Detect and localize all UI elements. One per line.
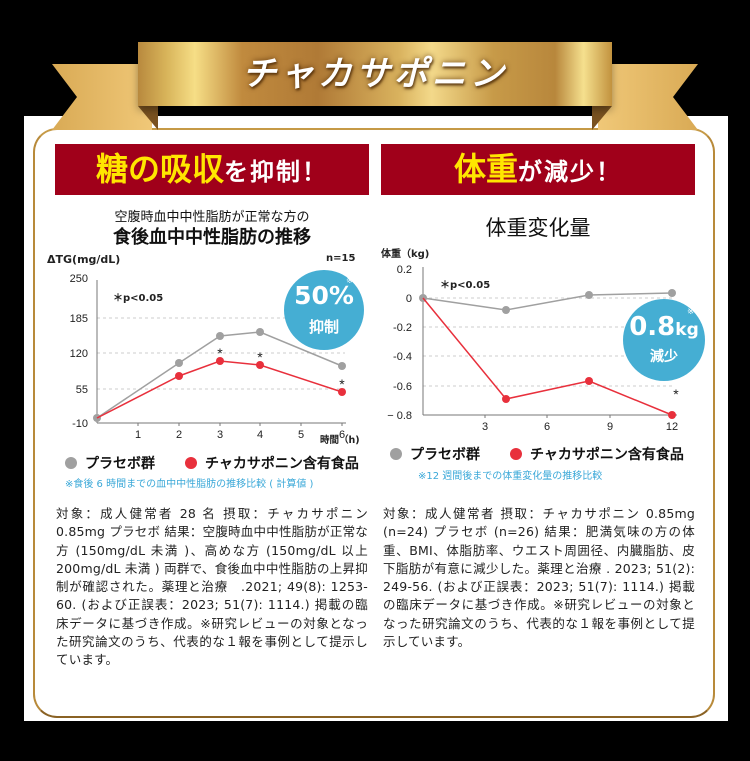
svg-text:6: 6 (339, 429, 345, 441)
badge-unit: kg (675, 320, 699, 340)
active-dot-icon (185, 457, 197, 469)
svg-text:250: 250 (70, 273, 88, 285)
ribbon-band (138, 42, 612, 106)
reduction-badge-kg: 0.8kg ※ 減少 (623, 299, 705, 381)
chart-title: 体重変化量 (485, 216, 591, 240)
badge-note-mark: ※ (346, 276, 354, 286)
svg-text:3: 3 (217, 429, 223, 441)
svg-text:-0.4: -0.4 (393, 351, 412, 363)
badge-value: 50% (294, 281, 354, 310)
weight-loss-banner: 体重が減少！ (381, 144, 695, 195)
svg-text:− 0.8: − 0.8 (387, 410, 412, 422)
weight-chart: 0.2 0 -0.2 -0.4 -0.6 − 0.8 3 6 9 12 * (387, 264, 679, 433)
reduction-badge-50: 50% ※ 抑制 (284, 270, 364, 350)
legend-placebo: プラセボ群 (85, 456, 155, 472)
svg-text:2: 2 (176, 429, 182, 441)
legend-active: チャカサポニン含有食品 (530, 447, 684, 463)
sugar-absorption-banner: 糖の吸収を抑制！ (55, 144, 369, 195)
badge-note-mark: ※ (687, 307, 695, 317)
content-panel (24, 116, 728, 721)
svg-text:*: * (257, 349, 263, 365)
svg-text:5: 5 (298, 429, 304, 441)
placebo-dot-icon (390, 448, 402, 460)
title-ribbon: チャカサポニン (0, 0, 750, 140)
chart-subtitle-small: 空腹時血中中性脂肪が正常な方の (114, 210, 310, 225)
legend-placebo: プラセボ群 (410, 447, 480, 463)
banner-text: を抑制！ (224, 158, 328, 186)
page-title: チャカサポニン (242, 54, 508, 94)
svg-text:1: 1 (135, 429, 141, 441)
svg-text:55: 55 (76, 384, 88, 396)
left-chart-note: ※食後 6 時間までの血中中性脂肪の推移比較 ( 計算値 ) (65, 479, 314, 490)
svg-text:6: 6 (544, 421, 550, 433)
p-value-note: ＊p<0.05 (113, 293, 164, 304)
banner-text: が減少！ (518, 158, 622, 186)
svg-text:185: 185 (70, 313, 88, 325)
svg-text:9: 9 (607, 421, 613, 433)
svg-text:0: 0 (406, 293, 412, 305)
right-legend: プラセボ群 チャカサポニン含有食品 (390, 444, 684, 464)
chart-title: 食後血中中性脂肪の推移 (113, 227, 311, 248)
left-description: 対象：成人健常者 28 名 摂取：チャカサポニン 0.85mg プラセボ 結果：… (56, 506, 381, 668)
placebo-dot-icon (65, 457, 77, 469)
banner-highlight: 糖の吸収 (95, 150, 224, 188)
left-legend: プラセボ群 チャカサポニン含有食品 (65, 453, 359, 473)
x-axis-label: 時間（h) (320, 435, 360, 446)
svg-text:-0.2: -0.2 (393, 322, 412, 334)
svg-text:-10: -10 (72, 418, 88, 430)
svg-text:*: * (673, 386, 679, 402)
legend-active: チャカサポニン含有食品 (205, 456, 359, 472)
active-dot-icon (510, 448, 522, 460)
badge-label: 減少 (650, 349, 678, 365)
y-axis-label: 体重（kg) (381, 249, 430, 260)
svg-text:3: 3 (482, 421, 488, 433)
svg-text:*: * (217, 345, 223, 361)
y-axis-label: ΔTG(mg/dL) (47, 253, 121, 266)
sample-size-label: n=15 (326, 253, 356, 264)
right-chart-note: ※12 週間後までの体重変化量の推移比較 (418, 471, 603, 482)
svg-text:-0.6: -0.6 (393, 381, 412, 393)
gold-frame (33, 128, 715, 718)
right-description: 対象：成人健常者 摂取：チャカサポニン 0.85mg (n=24) プラセボ (… (383, 506, 695, 650)
p-value-note: ＊p<0.05 (440, 280, 491, 291)
badge-value: 0.8 (629, 312, 676, 342)
svg-text:12: 12 (666, 421, 678, 433)
svg-text:0.2: 0.2 (397, 264, 412, 276)
svg-text:4: 4 (257, 429, 263, 441)
svg-text:120: 120 (70, 348, 88, 360)
badge-value-group: 0.8kg (623, 313, 705, 344)
banner-highlight: 体重 (453, 150, 518, 188)
badge-label: 抑制 (308, 318, 339, 336)
svg-text:*: * (339, 376, 345, 392)
